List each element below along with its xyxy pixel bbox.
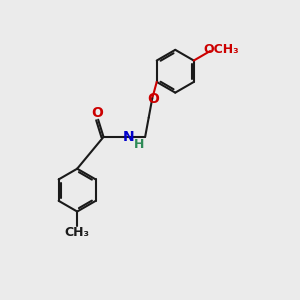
Text: O: O xyxy=(92,106,104,120)
Text: OCH₃: OCH₃ xyxy=(204,43,239,56)
Text: N: N xyxy=(123,130,135,144)
Text: H: H xyxy=(134,138,144,151)
Text: CH₃: CH₃ xyxy=(65,226,90,239)
Text: O: O xyxy=(147,92,159,106)
